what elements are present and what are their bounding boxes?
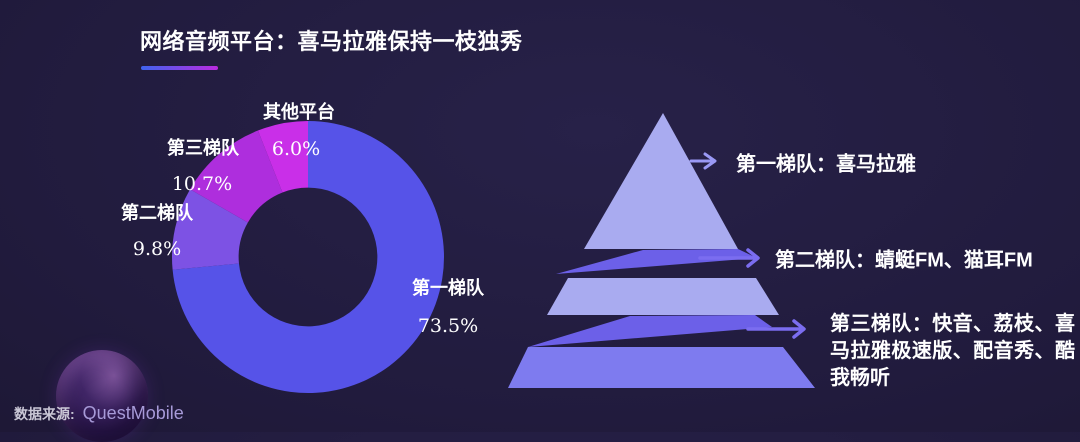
pyramid-tier2-trapezoid [547, 278, 779, 315]
infographic-canvas [171, 113, 815, 393]
title-underline [141, 66, 218, 70]
pyramid-diagram [508, 113, 815, 388]
donut-value-others: 6.0% [271, 138, 321, 160]
donut-value-tier1: 73.5% [417, 315, 479, 337]
pyramid-ribbon-1 [556, 249, 757, 274]
donut-label-tier2: 第二梯队 [121, 203, 193, 223]
donut-slice-2 [171, 189, 248, 270]
arrow-tier2-icon [698, 248, 760, 268]
donut-chart [171, 121, 444, 393]
data-source: 数据来源: QuestMobile [14, 403, 184, 424]
arrow-tier1-icon [689, 152, 717, 170]
data-source-label: 数据来源: [14, 406, 75, 422]
pyramid-label-tier3: 第三梯队：快音、荔枝、喜马拉雅极速版、配音秀、酷我畅听 [830, 313, 1075, 389]
page-title: 网络音频平台：喜马拉雅保持一枝独秀 [140, 29, 523, 54]
data-source-value: QuestMobile [82, 403, 184, 423]
pyramid-tier1-triangle [584, 113, 738, 249]
pyramid-label-tier1: 第一梯队：喜马拉雅 [736, 153, 916, 176]
donut-slice-1 [172, 121, 444, 393]
donut-label-tier1: 第一梯队 [412, 278, 484, 298]
pyramid-ribbon-2 [528, 315, 772, 347]
donut-label-others: 其他平台 [263, 102, 335, 122]
slide-canvas: 网络音频平台：喜马拉雅保持一枝独秀 第一梯队 73.5% 第二梯队 9.8% 第… [14, 29, 1075, 442]
pyramid-label-tier2: 第二梯队：蜻蜓FM、猫耳FM [775, 249, 1033, 272]
donut-slice-3 [190, 130, 283, 223]
arrow-tier3-icon [746, 319, 806, 339]
donut-value-tier3: 10.7% [171, 173, 233, 195]
decorative-bubble [56, 350, 148, 442]
donut-value-tier2: 9.8% [132, 238, 182, 260]
donut-label-tier3: 第三梯队 [167, 138, 239, 158]
donut-slice-4 [257, 121, 308, 193]
pyramid-tier3-trapezoid [508, 347, 815, 388]
